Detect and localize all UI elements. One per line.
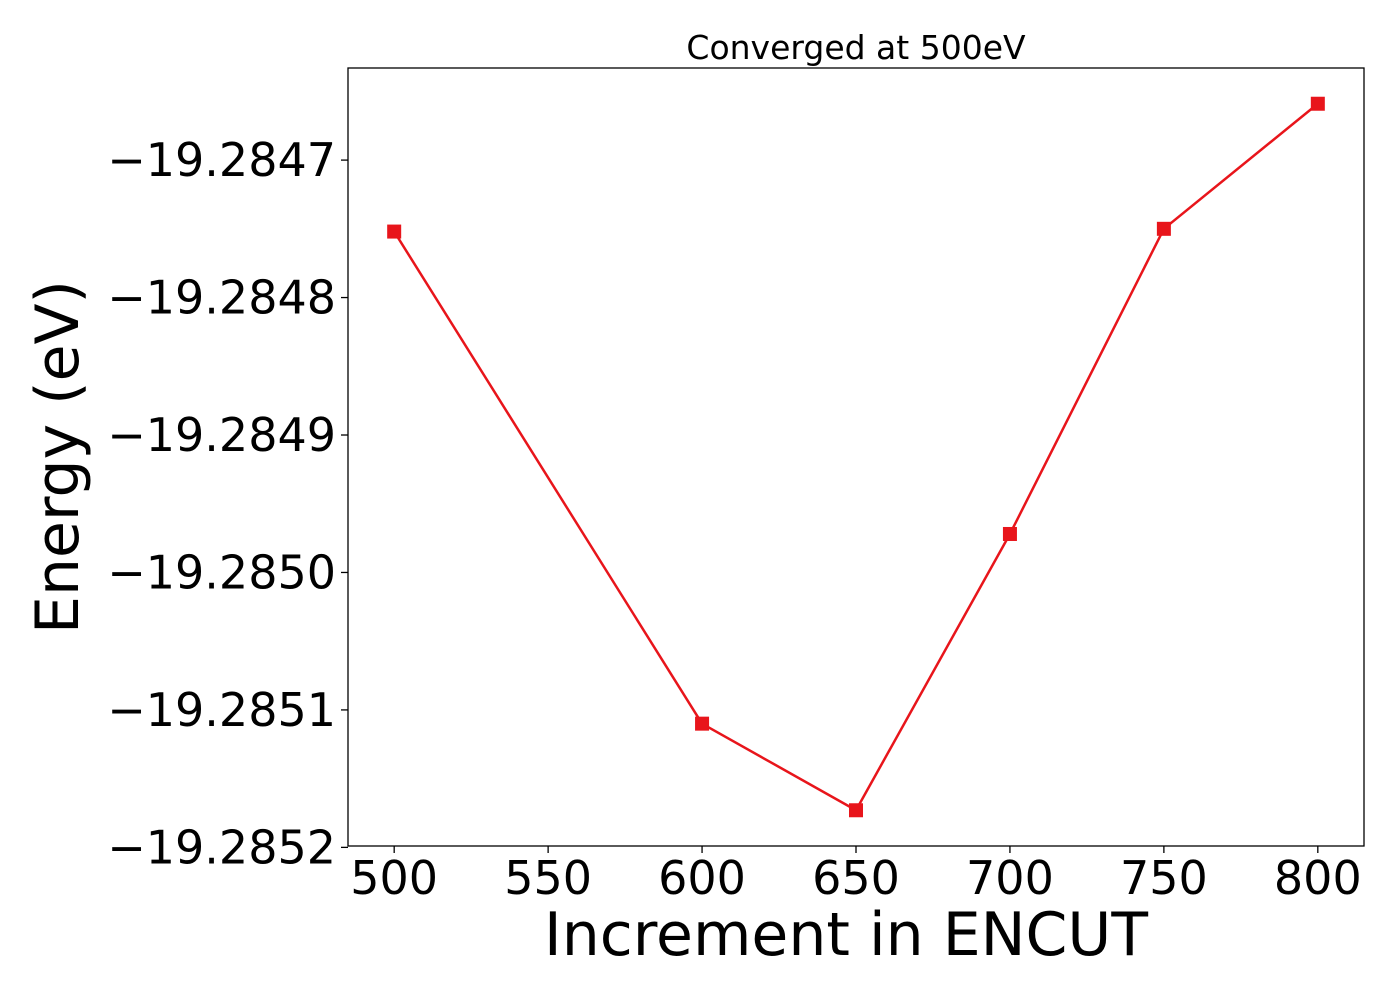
data-point-marker bbox=[1156, 221, 1171, 236]
series-line bbox=[393, 102, 1319, 812]
data-point-marker bbox=[695, 716, 710, 731]
y-tick-label: −19.2849 bbox=[107, 408, 336, 462]
data-point-marker bbox=[1310, 96, 1325, 111]
data-point-marker bbox=[1002, 526, 1017, 541]
y-tick-label: −19.2852 bbox=[107, 820, 336, 874]
x-tick-label: 600 bbox=[658, 851, 746, 905]
y-axis-ticks: −19.2847 −19.2848 −19.2849 −19.2850 −19.2851… bbox=[107, 133, 348, 874]
x-axis-ticks: 500 550 600 650 700 750 800 bbox=[350, 846, 1362, 905]
plot-background bbox=[348, 68, 1364, 846]
x-tick-label: 700 bbox=[966, 851, 1054, 905]
y-tick-label: −19.2847 bbox=[107, 133, 336, 187]
x-tick-label: 650 bbox=[812, 851, 900, 905]
y-axis-label: Energy (eV) bbox=[23, 280, 93, 634]
x-tick-label: 550 bbox=[504, 851, 592, 905]
x-tick-label: 800 bbox=[1274, 851, 1362, 905]
plot-frame bbox=[347, 67, 1365, 847]
x-axis-label: Increment in ENCUT bbox=[544, 900, 1148, 970]
data-point-marker bbox=[849, 803, 863, 818]
data-point-marker bbox=[387, 224, 402, 239]
y-tick-label: −19.2850 bbox=[107, 545, 336, 599]
chart-title: Converged at 500eV bbox=[686, 28, 1026, 67]
x-tick-label: 750 bbox=[1120, 851, 1208, 905]
series-layer bbox=[387, 96, 1325, 818]
x-tick-label: 500 bbox=[350, 851, 438, 905]
y-tick-label: −19.2848 bbox=[107, 271, 336, 325]
y-tick-label: −19.2851 bbox=[107, 683, 336, 737]
